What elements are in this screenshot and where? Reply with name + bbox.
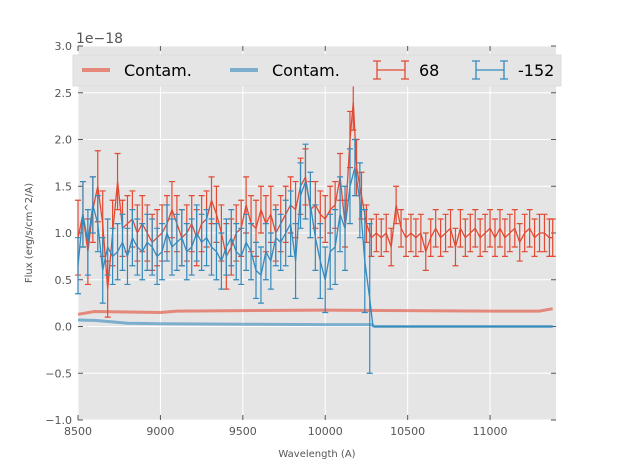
y-tick-label: 0.5 xyxy=(55,274,73,287)
x-tick-label: 10000 xyxy=(308,425,343,438)
y-axis-label: Flux (erg/s/cm^2/A) xyxy=(24,183,35,283)
y-tick-label: 3.0 xyxy=(55,40,73,53)
legend-label-neg152: -152 xyxy=(518,61,554,80)
y-tick-label: 2.5 xyxy=(55,87,73,100)
legend-swatch-68 xyxy=(373,60,409,80)
offset-text: 1e−18 xyxy=(76,31,123,47)
x-axis-label: Wavelength (A) xyxy=(278,449,355,460)
axis-ticks: 8500 9000 9500 10000 10500 11000 −1.0 −0.5 0.0 0.… xyxy=(45,40,556,438)
legend-label-contam-blue: Contam. xyxy=(272,61,340,80)
y-tick-label: 2.0 xyxy=(55,134,73,147)
legend: Contam. Contam. 68 -152 xyxy=(72,54,562,87)
legend-label-68: 68 xyxy=(419,61,439,80)
grid xyxy=(77,45,556,421)
x-tick-label: 9500 xyxy=(229,425,257,438)
legend-swatch-neg152 xyxy=(472,60,508,80)
series-0 xyxy=(77,307,553,316)
spectrum-line xyxy=(77,102,553,290)
y-tick-label: −1.0 xyxy=(45,414,72,427)
y-tick-label: 0.0 xyxy=(55,321,73,334)
x-tick-label: 11000 xyxy=(473,425,508,438)
spectrum-line xyxy=(77,167,553,328)
series-marks xyxy=(75,73,556,374)
x-tick-label: 8500 xyxy=(64,425,92,438)
x-tick-label: 10500 xyxy=(390,425,425,438)
y-tick-label: 1.5 xyxy=(55,180,73,193)
contam-line xyxy=(77,307,553,316)
error-bar xyxy=(75,237,81,295)
series-3 xyxy=(75,138,553,374)
y-tick-label: 1.0 xyxy=(55,227,73,240)
y-tick-label: −0.5 xyxy=(45,367,72,380)
x-tick-label: 9000 xyxy=(146,425,174,438)
error-bar xyxy=(549,218,556,257)
legend-label-contam-red: Contam. xyxy=(124,61,192,80)
